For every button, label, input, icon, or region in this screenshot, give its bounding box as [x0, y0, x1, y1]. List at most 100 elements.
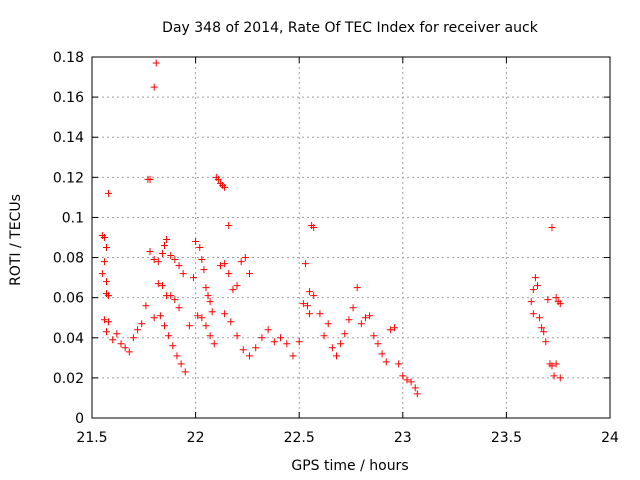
data-point — [125, 348, 133, 356]
data-point — [403, 376, 411, 384]
y-axis-label: ROTI / TECUs — [8, 194, 24, 286]
data-point — [283, 340, 291, 348]
data-point — [214, 175, 222, 183]
data-point — [109, 336, 117, 344]
data-point — [366, 312, 374, 320]
data-point — [277, 334, 285, 342]
data-point — [324, 320, 332, 328]
y-tick-label: 0.02 — [53, 371, 84, 387]
data-point — [216, 262, 224, 270]
data-point — [206, 332, 214, 340]
data-point — [378, 350, 386, 358]
data-point — [185, 322, 193, 330]
y-tick-label: 0.04 — [53, 331, 84, 347]
y-tick-label: 0.12 — [53, 170, 84, 186]
tick-labels: 0 0.02 0.04 0.06 0.08 0.1 0.12 0.14 0.16 0.18 21.5… — [53, 50, 619, 446]
data-point — [103, 328, 111, 336]
data-point — [299, 300, 307, 308]
data-point — [306, 288, 314, 296]
data-point — [289, 352, 297, 360]
data-point — [129, 334, 137, 342]
data-point — [146, 248, 154, 256]
data-point — [161, 322, 169, 330]
data-point — [181, 368, 189, 376]
data-point — [542, 338, 550, 346]
data-point — [100, 258, 108, 266]
data-point — [103, 244, 111, 252]
data-point — [239, 346, 247, 354]
y-tick-label: 0.14 — [53, 130, 84, 146]
data-point — [192, 238, 200, 246]
y-tick-label: 0.08 — [53, 251, 84, 267]
data-point — [548, 223, 556, 231]
data-point — [332, 352, 340, 360]
data-point — [221, 310, 229, 318]
data-point — [229, 286, 237, 294]
data-point — [399, 372, 407, 380]
data-point — [175, 262, 183, 270]
data-point — [310, 223, 318, 231]
data-point — [536, 314, 544, 322]
data-point — [411, 384, 419, 392]
data-point — [337, 340, 345, 348]
data-point — [538, 324, 546, 332]
data-point — [200, 266, 208, 274]
data-point — [349, 304, 357, 312]
data-point — [138, 320, 146, 328]
data-point — [550, 372, 558, 380]
data-point — [146, 175, 154, 183]
x-tick-label: 22.5 — [284, 430, 315, 446]
data-point — [320, 332, 328, 340]
data-point — [233, 332, 241, 340]
data-point — [303, 302, 311, 310]
data-point — [241, 254, 249, 262]
data-point — [154, 280, 162, 288]
data-point — [362, 314, 370, 322]
data-point — [150, 83, 158, 91]
data-point — [204, 292, 212, 300]
data-point — [163, 236, 171, 244]
data-point — [113, 330, 121, 338]
grid-lines — [92, 57, 610, 418]
data-point — [158, 250, 166, 258]
data-point — [167, 292, 175, 300]
data-point — [357, 320, 365, 328]
data-point — [225, 270, 233, 278]
data-point — [540, 328, 548, 336]
data-point — [370, 332, 378, 340]
data-point — [100, 316, 108, 324]
data-point — [202, 322, 210, 330]
data-point — [198, 314, 206, 322]
data-point — [341, 330, 349, 338]
data-point — [154, 258, 162, 266]
data-point — [103, 278, 111, 286]
data-point — [158, 282, 166, 290]
y-tick-label: 0.18 — [53, 50, 84, 66]
data-point — [264, 326, 272, 334]
data-point — [152, 59, 160, 67]
y-tick-label: 0.06 — [53, 291, 84, 307]
data-point — [391, 324, 399, 332]
x-tick-label: 24 — [601, 430, 619, 446]
data-point — [382, 358, 390, 366]
data-point — [345, 316, 353, 324]
data-point — [552, 360, 560, 368]
data-point — [395, 360, 403, 368]
data-point — [245, 352, 253, 360]
data-point — [208, 308, 216, 316]
data-point — [552, 294, 560, 302]
data-point — [233, 282, 241, 290]
data-point — [258, 334, 266, 342]
data-point — [169, 342, 177, 350]
plot-frame — [91, 56, 611, 419]
y-tick-label: 0.1 — [62, 210, 84, 226]
chart-title: Day 348 of 2014, Rate Of TEC Index for r… — [162, 20, 539, 36]
data-point — [210, 340, 218, 348]
data-point — [529, 286, 537, 294]
data-point — [167, 252, 175, 260]
y-tick-label: 0.16 — [53, 90, 84, 106]
data-point — [270, 338, 278, 346]
data-point — [225, 221, 233, 229]
data-point — [245, 270, 253, 278]
